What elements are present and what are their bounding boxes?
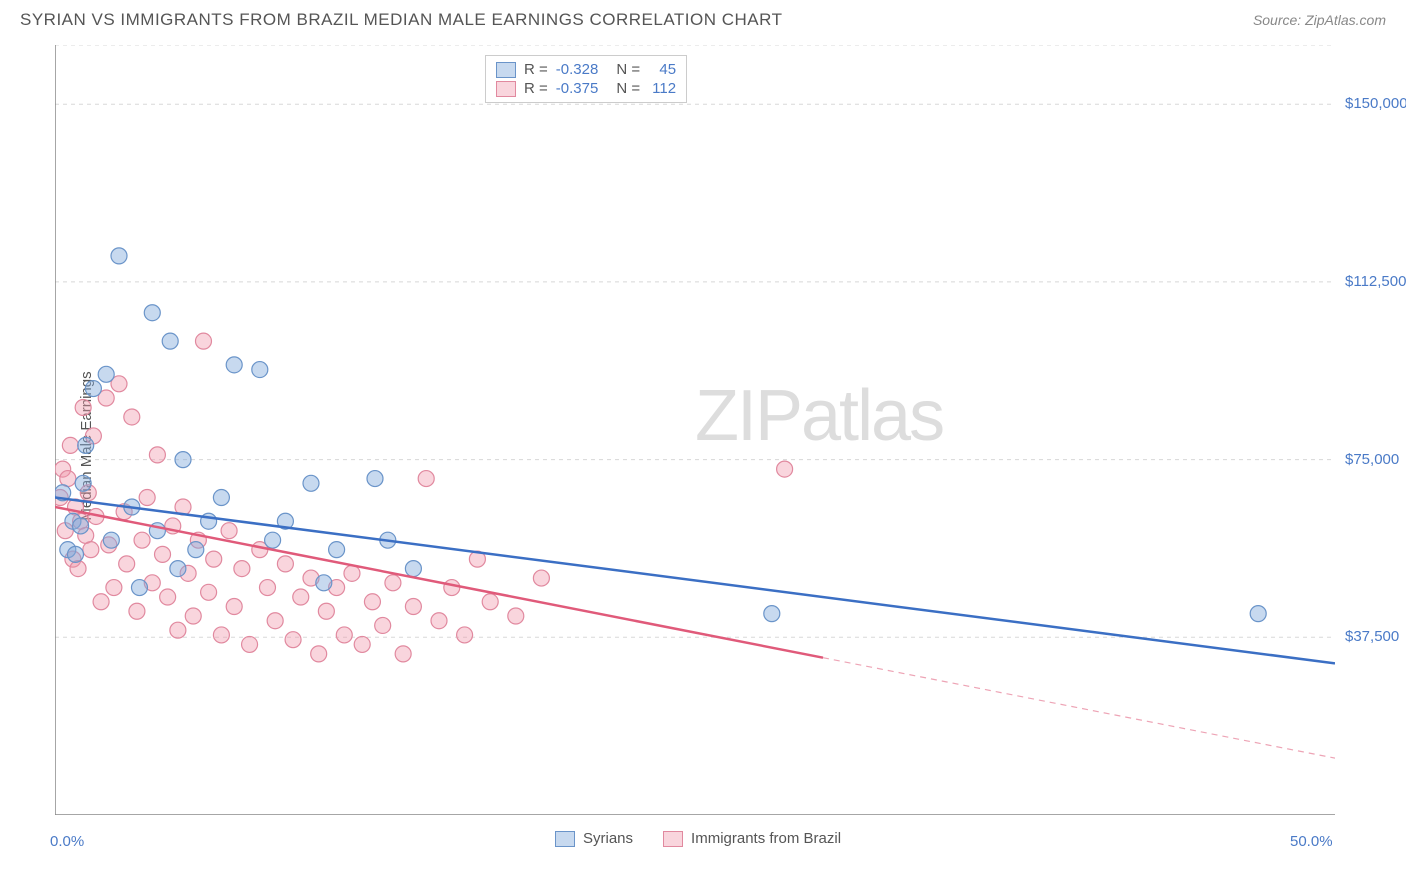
r-label: R = bbox=[524, 61, 548, 78]
scatter-chart-svg bbox=[55, 45, 1335, 815]
legend-row: R = -0.328 N = 45 bbox=[496, 60, 676, 79]
x-tick-label: 50.0% bbox=[1290, 833, 1333, 850]
n-value: 112 bbox=[648, 80, 676, 97]
legend-swatch bbox=[496, 62, 516, 78]
chart-area: ZIPatlas bbox=[55, 45, 1335, 815]
y-tick-label: $150,000 bbox=[1345, 95, 1406, 112]
legend-series-label: Syrians bbox=[583, 830, 633, 847]
r-value: -0.375 bbox=[556, 80, 599, 97]
source-label: Source: ZipAtlas.com bbox=[1253, 12, 1386, 28]
y-tick-label: $112,500 bbox=[1345, 273, 1406, 290]
y-tick-label: $75,000 bbox=[1345, 451, 1399, 468]
legend-swatch bbox=[663, 831, 683, 847]
correlation-legend: R = -0.328 N = 45 R = -0.375 N = 112 bbox=[485, 55, 687, 103]
n-value: 45 bbox=[648, 61, 676, 78]
legend-series-item: Immigrants from Brazil bbox=[663, 830, 841, 847]
r-value: -0.328 bbox=[556, 61, 599, 78]
y-tick-label: $37,500 bbox=[1345, 628, 1399, 645]
n-label: N = bbox=[616, 61, 640, 78]
legend-swatch bbox=[496, 81, 516, 97]
series-legend: Syrians Immigrants from Brazil bbox=[555, 830, 841, 847]
legend-swatch bbox=[555, 831, 575, 847]
legend-row: R = -0.375 N = 112 bbox=[496, 79, 676, 98]
legend-series-label: Immigrants from Brazil bbox=[691, 830, 841, 847]
legend-series-item: Syrians bbox=[555, 830, 633, 847]
r-label: R = bbox=[524, 80, 548, 97]
n-label: N = bbox=[616, 80, 640, 97]
x-tick-label: 0.0% bbox=[50, 833, 84, 850]
chart-title: SYRIAN VS IMMIGRANTS FROM BRAZIL MEDIAN … bbox=[20, 10, 783, 30]
